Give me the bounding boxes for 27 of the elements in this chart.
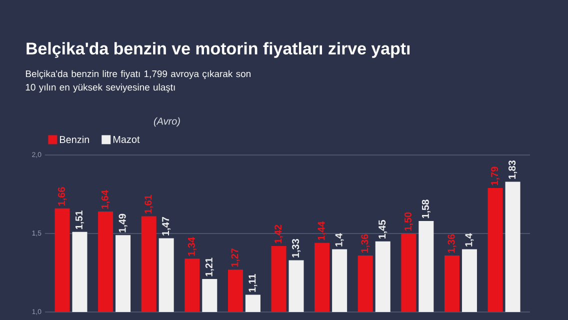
data-label: 1,21 [205, 258, 214, 276]
chart-title: Belçika'da benzin ve motorin fiyatları zirve yaptı [26, 42, 410, 58]
text: (Avro) [154, 117, 180, 127]
data-label: 1,61 [144, 194, 154, 214]
data-label: 1,79 [491, 166, 500, 186]
data-label: 1,11 [248, 274, 258, 292]
data-label: 1,4 [335, 233, 344, 246]
data-label: 1,42 [274, 224, 284, 244]
data-label: 1,27 [231, 248, 240, 267]
data-label: 1,36 [361, 234, 370, 253]
data-label: 1,50 [404, 212, 413, 231]
data-label: 1,64 [101, 190, 110, 209]
chart-subtitle: Belçika'da benzin litre fiyatı 1,799 avroya çıkarak son 10 yılın en yüksek seviyesine ulaştı [26, 70, 250, 93]
data-label: 1,51 [76, 210, 84, 230]
legend-label: Benzin [60, 136, 89, 144]
data-label: 1,33 [292, 238, 301, 258]
data-label: 1,45 [378, 220, 388, 239]
data-label: 1,58 [422, 200, 430, 218]
data-label: 1,83 [508, 160, 518, 179]
data-label: 1,47 [162, 217, 171, 236]
data-label: 1,49 [118, 214, 128, 232]
data-label: 1,4 [465, 233, 474, 246]
data-label: 1,44 [318, 221, 326, 240]
data-label: 1,36 [448, 234, 456, 253]
data-label: 1,66 [58, 187, 66, 206]
data-label: 1,34 [188, 237, 196, 256]
legend-label: Mazot [113, 136, 140, 143]
